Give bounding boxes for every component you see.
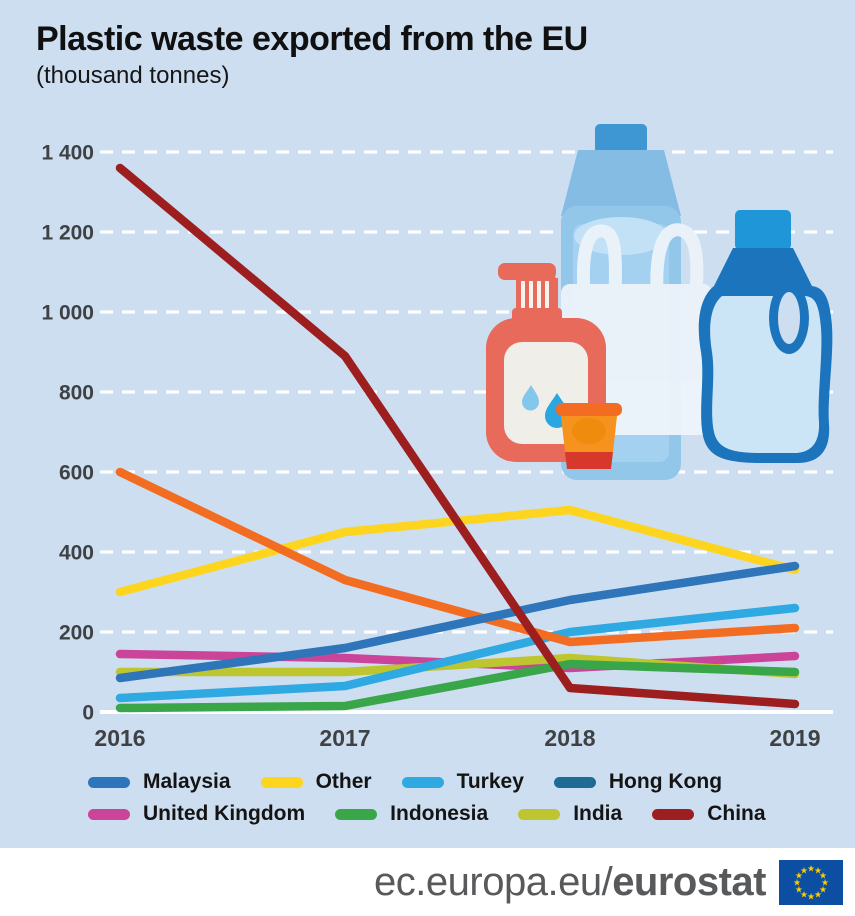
legend-item-malaysia: Malaysia [88,770,231,794]
page-title: Plastic waste exported from the EU [36,20,588,58]
detergent-bottle-icon [698,210,833,463]
star-icon: ★ [795,884,803,894]
legend-label: Hong Kong [608,770,723,793]
legend-item-hong-kong: Hong Kong [553,770,723,794]
y-axis-tick-label: 400 [59,542,94,565]
legend-label: Indonesia [390,802,489,825]
series-line-hong-kong [115,467,800,647]
legend-swatch-china [652,808,695,820]
legend-item-india: India [518,802,622,826]
legend-swatch-indonesia [335,808,378,820]
legend-row: United Kingdom Indonesia India China [88,802,766,826]
series-line-turkey [115,603,800,703]
legend-label: India [573,802,623,825]
y-axis-tick-label: 0 [82,702,94,725]
eu-flag-icon: ★★★★★★★★★★★★ [779,859,843,905]
star-icon: ★ [793,877,801,887]
star-icon: ★ [807,863,815,873]
legend-swatch-india [518,808,561,820]
plastic-products-illustration [486,124,833,480]
series-line-malaysia [115,561,800,683]
x-axis-labels: 2016 2017 2018 2019 [94,725,820,751]
legend-row: Malaysia Other Turkey Hong Kong [88,770,766,794]
series-lines [115,163,800,713]
y-axis-tick-label: 1 200 [41,222,94,245]
legend-item-united-kingdom: United Kingdom [88,802,305,826]
legend-swatch-other [260,776,303,788]
legend-swatch-turkey [401,776,444,788]
y-axis-tick-label: 800 [59,382,94,405]
footer-url-eurostat: eurostat [612,859,766,904]
legend-label: Other [315,770,372,793]
x-axis-tick-label: 2018 [544,725,595,751]
star-icon: ★ [819,884,827,894]
star-icon: ★ [814,889,822,899]
page-subtitle: (thousand tonnes) [36,62,230,89]
x-axis-tick-label: 2019 [769,725,820,751]
star-icon: ★ [821,877,829,887]
star-icon: ★ [800,865,808,875]
star-icon: ★ [819,870,827,880]
water-drop-icon [522,385,539,411]
footer: ec.europa.eu/eurostat ★ ★ ★ ★ ★ ★ ★ ★ ★ ★ ★ ★ [0,848,855,916]
y-axis-tick-label: 1 400 [41,142,94,165]
legend-label: Turkey [456,770,524,793]
chart-header: Plastic waste exported from the EU (thou… [36,20,588,90]
star-icon: ★ [807,891,815,901]
x-axis-tick-label: 2017 [319,725,370,751]
x-axis-tick-label: 2016 [94,725,145,751]
legend-item-other: Other [260,770,372,794]
gridlines [100,150,833,714]
legend-swatch-malaysia [88,776,130,788]
footer-url: ec.europa.eu/eurostat [374,860,766,905]
legend-item-indonesia: Indonesia [335,802,488,826]
plastic-cup-icon [556,403,622,469]
y-axis-labels: 1 400 1 200 1 000 800 600 400 200 0 [41,142,94,725]
legend-label: United Kingdom [143,802,306,825]
legend-label: China [707,802,766,825]
y-axis-tick-label: 1 000 [41,302,94,325]
legend-item-turkey: Turkey [401,770,524,794]
series-line-china [115,163,800,709]
legend-swatch-united-kingdom [88,808,130,820]
legend-label: Malaysia [143,770,231,793]
series-line-indonesia [115,659,800,713]
y-axis-tick-label: 200 [59,622,94,645]
legend-item-china: China [652,802,766,826]
legend-swatch-hong-kong [553,776,596,788]
star-icon: ★ [800,889,808,899]
star-icon: ★ [814,865,822,875]
footer-url-domain: ec.europa.eu/ [374,859,613,904]
legend: Malaysia Other Turkey Hong Kong United King… [88,770,766,826]
y-axis-tick-label: 600 [59,462,94,485]
star-icon: ★ [795,870,803,880]
